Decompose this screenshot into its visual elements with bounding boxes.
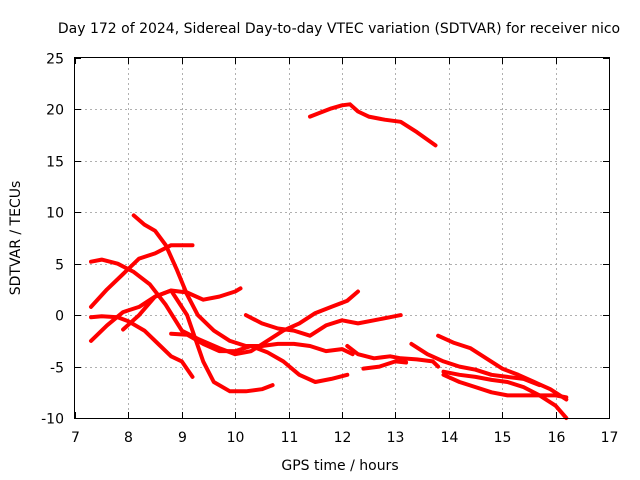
grid — [75, 58, 609, 418]
x-tick-labels: 7 8 9 10 11 12 13 14 15 16 17 — [71, 430, 618, 446]
y-tick-labels: -10 -5 0 5 10 15 20 25 — [41, 52, 64, 428]
y-tick-label: -10 — [41, 412, 64, 428]
x-tick-label: 8 — [124, 430, 133, 446]
y-axis-title: SDTVAR / TECUs — [8, 181, 24, 296]
y-tick-label: 0 — [55, 309, 64, 325]
x-tick-label: 16 — [548, 430, 566, 446]
x-axis-title: GPS time / hours — [281, 458, 398, 474]
y-tick-label: 15 — [46, 155, 64, 171]
y-tick-label: -5 — [50, 361, 64, 377]
x-tick-label: 17 — [601, 430, 619, 446]
x-tick-label: 12 — [334, 430, 352, 446]
x-tick-label: 7 — [71, 430, 80, 446]
series-track-15 — [441, 369, 569, 420]
y-tick-label: 5 — [55, 258, 64, 274]
y-tick-label: 10 — [46, 206, 64, 222]
x-tick-label: 11 — [281, 430, 299, 446]
series-track-5 — [89, 243, 195, 309]
x-tick-label: 10 — [227, 430, 245, 446]
series-track-1 — [308, 102, 438, 148]
axis-ticks — [75, 58, 610, 419]
series-track-7 — [121, 288, 275, 394]
x-tick-label: 9 — [178, 430, 187, 446]
series-track-12 — [436, 333, 569, 402]
series-track-4 — [89, 314, 195, 379]
plot-frame — [74, 57, 610, 419]
series-layer — [89, 102, 569, 420]
y-tick-label: 20 — [46, 103, 64, 119]
x-tick-label: 15 — [494, 430, 512, 446]
chart-title: Day 172 of 2024, Sidereal Day-to-day VTE… — [58, 21, 620, 37]
series-track-14 — [441, 372, 569, 400]
series-track-13 — [409, 341, 542, 388]
series-track-2 — [131, 213, 355, 357]
series-track-8 — [169, 331, 350, 384]
x-tick-label: 14 — [441, 430, 459, 446]
y-tick-label: 25 — [46, 52, 64, 68]
series-track-11 — [361, 359, 409, 371]
series-track-9 — [243, 313, 403, 338]
series-track-3 — [89, 257, 360, 357]
series-track-10 — [345, 344, 441, 369]
x-tick-label: 13 — [387, 430, 405, 446]
